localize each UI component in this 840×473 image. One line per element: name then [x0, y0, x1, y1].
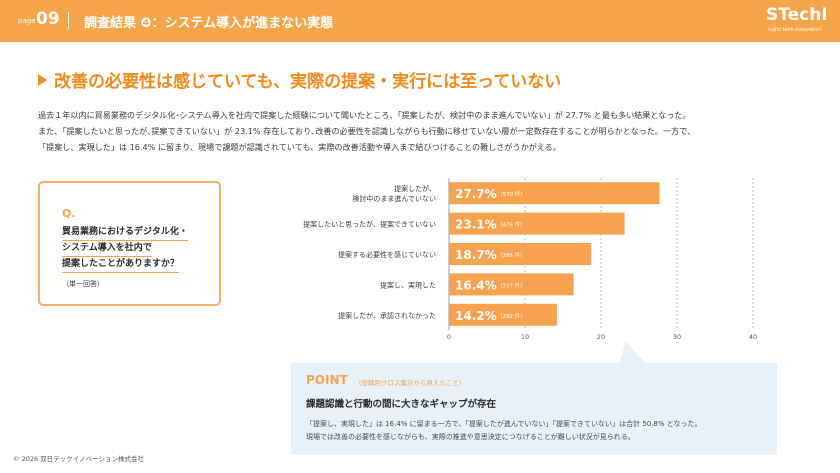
category-label: 提案したいと思ったが、提案できていない — [303, 220, 436, 229]
count-label: （385 件） — [497, 251, 526, 259]
company-logo-tagline: sojitz tech-innovation — [768, 27, 822, 33]
x-tick-label: 10 — [521, 333, 529, 341]
lead-paragraph: 過去１年以内に貿易業務のデジタル化･システム導入を社内で提案した経験について聞い… — [38, 107, 818, 155]
bar — [449, 182, 660, 205]
count-label: （337 件） — [497, 281, 526, 289]
value-label: 27.7% — [455, 187, 497, 201]
lead-line: 過去１年以内に貿易業務のデジタル化･システム導入を社内で提案した経験について聞い… — [38, 110, 691, 120]
x-tick-label: 20 — [597, 333, 605, 341]
question-line: システム導入を社内で — [62, 241, 152, 257]
category-label: 提案する必要性を感じていない — [338, 250, 436, 259]
page-number: 09 — [36, 9, 60, 29]
point-body-line: 「提案し、実現した」は 16.4% に留まる一方で、「提案したが進んでいない」「… — [306, 420, 702, 428]
value-label: 23.1% — [455, 218, 497, 232]
count-label: （292 件） — [497, 312, 526, 320]
lead-line: 「提案し、実現した」は 16.4% に留まり、現場で課題が認識されていても、実際… — [38, 142, 561, 152]
count-label: （476 件） — [497, 221, 526, 229]
question-line: 貿易業務におけるデジタル化・ — [62, 225, 188, 241]
lead-line: また､「提案したいと思ったが､提案できていない」が 23.1% 存在しており､改… — [38, 126, 696, 136]
bar — [449, 303, 557, 326]
category-label: 提案したが、承認されなかった — [338, 311, 436, 320]
section-title: 調査結果 ❹：システム導入が進まない実態 — [84, 16, 334, 31]
category-label: 検討中のまま進んでいない — [352, 194, 436, 203]
headline: 改善の必要性は感じていても、実際の提案・実行には至っていない — [54, 72, 562, 92]
page-header: page 09 調査結果 ❹：システム導入が進まない実態 STechI soji… — [0, 0, 840, 42]
category-label: 提案し、実現した — [380, 280, 436, 289]
count-label: （570 件） — [497, 190, 526, 198]
question-line: 提案したことがありますか？ — [62, 257, 180, 273]
value-label: 16.4% — [455, 278, 497, 292]
point-heading: 課題認識と行動の間に大きなギャップが存在 — [306, 399, 497, 410]
question-card: Q. 貿易業務におけるデジタル化・ システム導入を社内で 提案したことがあります… — [38, 181, 221, 306]
triangle-bullet-icon — [38, 74, 47, 86]
value-label: 14.2% — [455, 309, 497, 323]
bar — [449, 212, 625, 235]
copyright-notice: © 2026 双日テックイノベーション株式会社 — [13, 455, 145, 463]
x-tick-label: 40 — [749, 333, 757, 341]
category-label: 提案したが、 — [394, 184, 436, 193]
point-title: POINT — [306, 373, 348, 387]
page-label: page — [18, 17, 36, 25]
company-logo: STechI — [766, 5, 828, 25]
bar — [449, 273, 574, 296]
point-subtitle: （役職別クロス集計から見えたこと） — [355, 379, 466, 387]
callout-pointer — [619, 341, 646, 364]
question-text: 貿易業務におけるデジタル化・ システム導入を社内で 提案したことがありますか？ — [62, 225, 188, 273]
value-label: 18.7% — [455, 248, 497, 262]
header-divider — [68, 12, 69, 29]
answer-type-note: （単一回答） — [62, 280, 104, 288]
point-callout — [291, 363, 777, 455]
x-tick-label: 30 — [673, 333, 681, 341]
point-body: 「提案し、実現した」は 16.4% に留まる一方で、「提案したが進んでいない」「… — [306, 418, 702, 444]
x-tick-label: 0 — [447, 333, 451, 341]
bar — [449, 243, 592, 265]
question-mark-label: Q. — [62, 207, 76, 220]
point-body-line: 現場では改善の必要性を感じながらも、実際の推進や意思決定につなげることが難しい状… — [306, 433, 635, 441]
